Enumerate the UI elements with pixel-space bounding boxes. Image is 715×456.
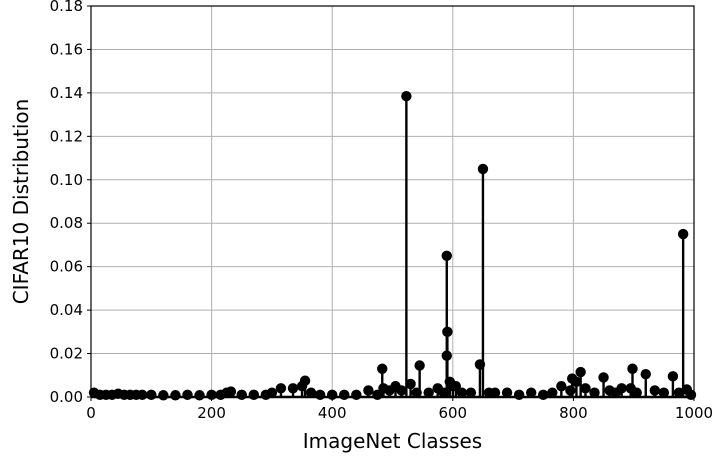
data-point: [501, 387, 513, 398]
data-point: [456, 387, 468, 398]
y-tick-label: 0.16: [50, 40, 83, 58]
data-point: [401, 90, 412, 102]
data-point: [571, 376, 582, 387]
data-point: [351, 389, 362, 401]
data-point: [377, 363, 388, 374]
data-point: [248, 389, 260, 401]
data-point: [580, 383, 591, 394]
data-point: [565, 385, 576, 396]
data-point: [477, 163, 489, 175]
data-point: [275, 383, 287, 394]
grid-lines: [90, 5, 695, 398]
y-axis-label: CIFAR10 Distribution: [9, 99, 33, 305]
data-point: [146, 389, 157, 401]
data-point: [465, 387, 477, 398]
stem-series: [88, 90, 697, 401]
y-tick-label: 0.18: [50, 0, 83, 15]
x-axis-ticks: 0 200 400 600 800 1000: [86, 397, 713, 422]
data-point: [441, 250, 452, 262]
data-point: [677, 228, 689, 240]
data-point: [299, 375, 311, 386]
data-point: [236, 389, 247, 401]
data-point: [616, 383, 627, 394]
data-point: [513, 389, 525, 401]
data-point: [411, 387, 422, 398]
y-tick-label: 0.10: [50, 171, 83, 189]
y-tick-label: 0.04: [50, 301, 83, 319]
data-point: [589, 387, 600, 398]
data-point: [225, 386, 237, 397]
y-tick-label: 0.02: [50, 345, 83, 363]
data-point: [441, 350, 452, 361]
data-point: [182, 389, 193, 401]
data-point: [137, 389, 148, 401]
data-point: [627, 363, 638, 374]
data-point: [525, 387, 537, 398]
data-point: [631, 387, 642, 398]
data-point: [194, 390, 205, 401]
data-point: [363, 385, 374, 396]
data-point: [339, 389, 350, 401]
data-point: [170, 390, 181, 401]
x-tick-label: 200: [197, 404, 226, 422]
data-point: [556, 380, 567, 392]
data-point: [414, 360, 425, 371]
data-point: [649, 385, 661, 396]
data-point: [489, 387, 501, 398]
data-point: [438, 387, 449, 398]
x-tick-label: 400: [318, 404, 347, 422]
data-point: [673, 387, 685, 398]
y-tick-label: 0.00: [50, 388, 83, 406]
data-point: [158, 390, 169, 401]
data-point: [474, 359, 486, 370]
plot-frame: [90, 5, 695, 398]
data-point: [266, 387, 278, 398]
data-point: [442, 326, 453, 338]
data-point: [314, 389, 326, 401]
y-tick-label: 0.06: [50, 258, 83, 276]
data-point: [667, 371, 679, 382]
x-tick-label: 1000: [675, 404, 713, 422]
data-point: [423, 387, 434, 398]
x-axis-label: ImageNet Classes: [303, 429, 482, 453]
y-tick-label: 0.12: [50, 127, 83, 145]
data-point: [396, 385, 407, 396]
x-tick-label: 600: [438, 404, 467, 422]
data-point: [685, 389, 697, 401]
y-axis-ticks: 0.00 0.02 0.04 0.06 0.08 0.10 0.12 0.14 0.16 0.18: [50, 0, 91, 406]
y-tick-label: 0.14: [50, 84, 83, 102]
x-tick-label: 800: [559, 404, 588, 422]
data-point: [287, 383, 299, 394]
data-point: [640, 368, 651, 380]
data-point: [450, 380, 462, 392]
data-point: [305, 387, 317, 398]
data-point: [658, 387, 670, 398]
data-point: [538, 389, 549, 401]
x-tick-label: 0: [86, 404, 96, 422]
y-tick-label: 0.08: [50, 214, 83, 232]
data-point: [598, 372, 609, 383]
data-point: [405, 378, 416, 390]
data-point: [575, 366, 586, 378]
data-point: [547, 387, 558, 398]
